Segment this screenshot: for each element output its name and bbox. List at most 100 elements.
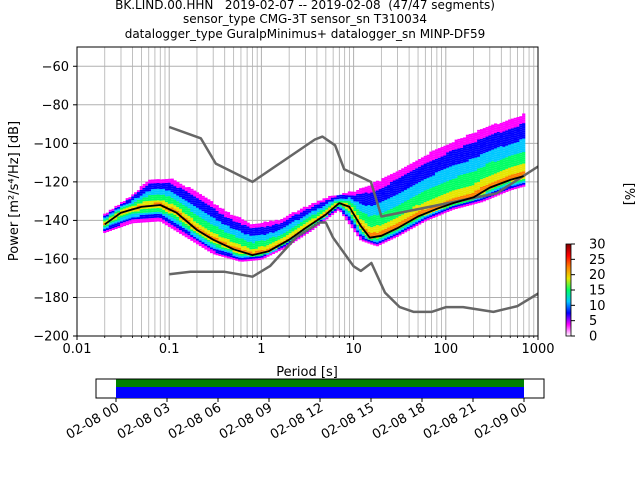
psd-density-cell (477, 191, 481, 194)
psd-density-cell (446, 179, 450, 182)
psd-density-cell (418, 174, 422, 177)
psd-density-cell (238, 255, 242, 258)
psd-density-cell (468, 187, 472, 190)
psd-density-cell (356, 228, 360, 231)
psd-density-cell (359, 207, 363, 210)
psd-density-cell (212, 221, 217, 224)
psd-density-cell (361, 203, 366, 205)
psd-density-cell (471, 183, 475, 186)
psd-density-cell (471, 181, 475, 184)
psd-density-cell (316, 210, 321, 213)
psd-density-cell (176, 210, 180, 213)
psd-density-cell (519, 125, 523, 128)
psd-density-cell (471, 152, 475, 155)
psd-density-cell (184, 210, 188, 213)
psd-density-cell (240, 221, 245, 224)
psd-density-cell (269, 232, 273, 235)
psd-density-cell (395, 225, 399, 228)
psd-density-cell (364, 211, 368, 214)
psd-density-cell (443, 170, 447, 173)
psd-density-cell (305, 224, 309, 227)
psd-density-cell (314, 218, 318, 221)
psd-density-cell (449, 162, 453, 165)
psd-density-cell (375, 184, 380, 187)
psd-density-cell (491, 157, 495, 160)
psd-density-cell (195, 232, 200, 235)
psd-density-cell (221, 233, 225, 236)
psd-density-cell (173, 218, 177, 221)
psd-density-cell (387, 210, 391, 213)
psd-density-cell (446, 167, 450, 170)
psd-density-cell (389, 208, 394, 211)
psd-density-cell (266, 235, 270, 238)
psd-density-cell (474, 146, 478, 148)
psd-density-cell (162, 181, 166, 184)
psd-density-cell (488, 172, 492, 174)
psd-density-cell (499, 184, 503, 187)
psd-density-cell (159, 208, 163, 211)
psd-density-cell (502, 191, 506, 194)
psd-density-cell (139, 216, 143, 219)
psd-density-cell (145, 189, 149, 192)
psd-density-cell (454, 149, 458, 152)
psd-density-cell (443, 159, 447, 162)
psd-density-cell (434, 212, 439, 215)
psd-density-cell (505, 130, 509, 133)
psd-density-cell (465, 159, 470, 162)
psd-density-cell (190, 206, 194, 209)
psd-density-cell (437, 180, 441, 183)
psd-density-cell (167, 225, 172, 227)
psd-density-cell (260, 234, 264, 237)
psd-density-cell (153, 181, 157, 184)
psd-density-cell (496, 166, 501, 169)
psd-density-cell (271, 242, 276, 245)
psd-density-cell (446, 208, 450, 211)
psd-density-cell (224, 255, 228, 258)
psd-density-cell (288, 225, 292, 228)
psd-density-cell (280, 245, 284, 248)
psd-density-cell (139, 197, 143, 200)
psd-density-cell (482, 183, 486, 186)
timeline-tick-label: 02-08 18 (370, 400, 428, 442)
psd-density-cell (198, 234, 202, 237)
psd-density-cell (347, 193, 351, 196)
psd-density-cell (437, 196, 441, 199)
psd-density-cell (207, 224, 211, 227)
psd-density-cell (384, 228, 388, 231)
psd-density-cell (474, 159, 478, 162)
psd-density-cell (156, 198, 160, 201)
psd-density-cell (364, 221, 368, 224)
psd-density-cell (477, 168, 481, 171)
psd-density-cell (167, 190, 172, 193)
psd-density-cell (210, 204, 214, 207)
psd-density-cell (449, 151, 453, 154)
psd-density-cell (361, 189, 366, 192)
psd-density-cell (493, 154, 498, 157)
psd-density-cell (404, 186, 408, 189)
psd-density-cell (373, 187, 377, 190)
psd-density-cell (319, 213, 323, 216)
psd-density-cell (263, 223, 267, 226)
psd-density-cell (516, 172, 520, 175)
psd-density-cell (235, 222, 239, 225)
psd-density-cell (409, 163, 413, 166)
psd-density-cell (437, 176, 441, 179)
psd-density-cell (437, 192, 441, 195)
psd-density-cell (212, 225, 217, 228)
psd-density-cell (142, 187, 146, 190)
psd-density-cell (505, 145, 509, 148)
psd-density-cell (519, 148, 523, 151)
psd-density-cell (471, 148, 475, 151)
psd-density-cell (226, 223, 231, 226)
psd-density-cell (440, 177, 444, 180)
psd-density-cell (426, 214, 430, 217)
psd-density-cell (221, 220, 225, 223)
psd-density-cell (389, 195, 394, 198)
psd-density-cell (344, 206, 349, 209)
psd-density-cell (283, 234, 287, 237)
psd-density-cell (302, 208, 306, 211)
psd-density-cell (299, 222, 304, 225)
psd-density-cell (412, 200, 416, 203)
psd-density-cell (429, 155, 433, 158)
